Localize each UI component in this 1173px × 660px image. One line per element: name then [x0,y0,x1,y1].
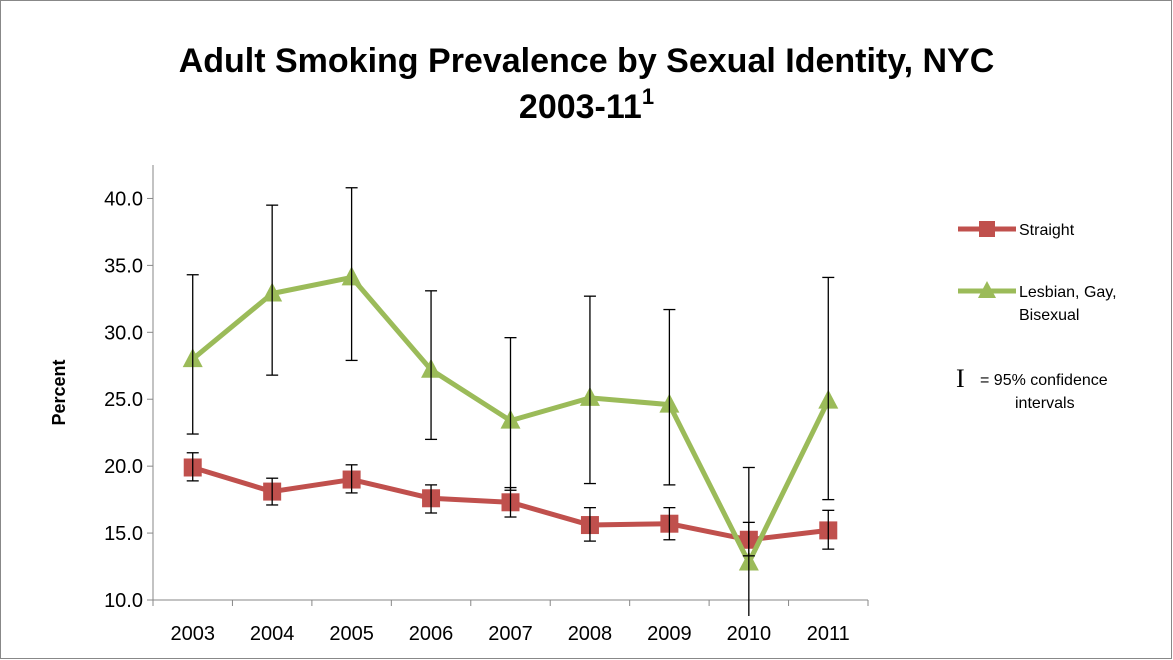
ci-symbol: I [956,364,965,393]
legend: Straight Lesbian, Gay, Bisexual I = 95% conf… [956,221,1117,412]
legend-label: Straight [1019,222,1075,239]
y-tick-label: 25.0 [104,389,143,411]
error-bars-0 [186,452,835,557]
legend-label: Lesbian, Gay, [1019,284,1117,301]
error-bars-1 [186,187,835,617]
y-tick-label: 15.0 [104,523,143,545]
chart-title-line2: 2003-111 [0,84,1173,130]
legend-marker [979,221,995,237]
y-tick-label: 30.0 [104,322,143,344]
x-tick-label: 2006 [409,623,454,645]
x-tick-label: 2009 [647,623,692,645]
y-tick-label: 35.0 [104,255,143,277]
x-tick-label: 2005 [329,623,374,645]
x-tick-label: 2008 [568,623,613,645]
x-tick-label: 2007 [488,623,533,645]
chart-title: Adult Smoking Prevalence by Sexual Ident… [0,38,1173,130]
legend-label: Bisexual [1019,307,1079,324]
x-tick-label: 2003 [170,623,215,645]
chart-title-years: 2003-11 [518,88,642,126]
x-tick-label: 2004 [250,623,295,645]
legend-marker [978,281,996,298]
chart-title-line1: Adult Smoking Prevalence by Sexual Ident… [178,42,995,80]
ci-note-text: = 95% confidence [980,372,1108,389]
y-tick-label: 10.0 [104,590,143,612]
chart-title-footnote-mark: 1 [641,84,655,109]
x-tick-label: 2011 [807,623,850,645]
y-axis-label: Percent [49,359,69,425]
x-tick-label: 2010 [727,623,772,645]
ci-note-text: intervals [1015,395,1075,412]
y-tick-label: 20.0 [104,456,143,478]
y-tick-label: 40.0 [104,188,143,210]
